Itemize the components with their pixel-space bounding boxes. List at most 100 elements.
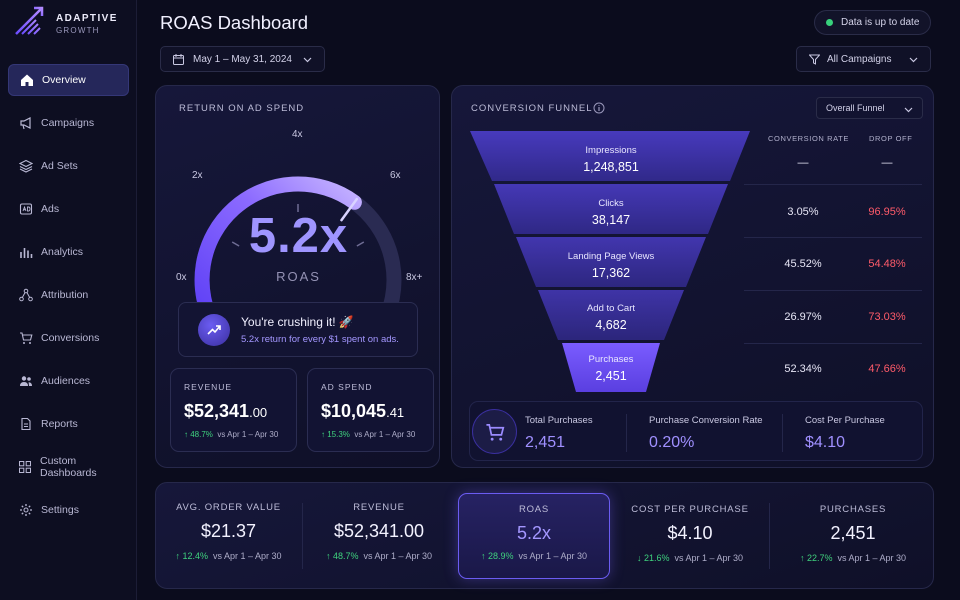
sidebar-item-ad-sets[interactable]: Ad Sets <box>8 150 129 182</box>
roas-gauge <box>194 176 402 336</box>
arrow-up-icon: ↑ <box>325 551 333 561</box>
funnel-stage-name: Add to Cart <box>586 303 636 314</box>
roas-label: ROAS <box>276 269 321 284</box>
sidebar-item-analytics[interactable]: Analytics <box>8 236 129 268</box>
funnel-stage-name: Purchases <box>588 354 634 365</box>
kpi-cost-per-purchase[interactable]: COST PER PURCHASE $4.10 ↓ 21.6% vs Apr 1… <box>614 483 766 590</box>
conversion-rate-cell: 52.34% <box>784 363 822 375</box>
megaphone-icon <box>18 116 33 131</box>
sidebar-item-ads[interactable]: Ads <box>8 193 129 225</box>
sidebar-item-attribution[interactable]: Attribution <box>8 279 129 311</box>
trend-up-icon <box>198 314 230 346</box>
sidebar-item-campaigns[interactable]: Campaigns <box>8 107 129 139</box>
date-range-value: May 1 – May 31, 2024 <box>193 53 292 65</box>
chevron-down-icon <box>904 107 913 113</box>
campaign-filter-select[interactable]: All Campaigns <box>796 46 931 72</box>
conversion-rate-cell: 3.05% <box>787 206 819 218</box>
sidebar-item-label: Reports <box>41 418 78 430</box>
gear-icon <box>18 503 33 518</box>
funnel-stage-name: Impressions <box>585 145 637 156</box>
chevron-down-icon <box>303 57 312 63</box>
funnel-summary: Total Purchases 2,451 Purchase Conversio… <box>469 401 923 461</box>
funnel-stage-name: Clicks <box>598 198 624 209</box>
funnel-stage-clicks[interactable] <box>494 184 728 234</box>
sidebar-nav: Overview Campaigns Ad Sets Ads Analytics… <box>8 64 129 537</box>
layers-icon <box>18 159 33 174</box>
kpi-divider <box>769 503 770 569</box>
sidebar-item-audiences[interactable]: Audiences <box>8 365 129 397</box>
drop-off-cell: — <box>881 157 893 169</box>
drop-off-cell: 96.95% <box>868 206 906 218</box>
gauge-tick-mark <box>231 241 240 247</box>
roas-card-title: RETURN ON AD SPEND <box>179 103 305 114</box>
kpi-roas[interactable]: ROAS 5.2x ↑ 28.9% vs Apr 1 – Apr 30 <box>458 493 610 579</box>
kpi-revenue[interactable]: REVENUE $52,341.00 ↑ 48.7% vs Apr 1 – Ap… <box>304 483 454 590</box>
sidebar-item-settings[interactable]: Settings <box>8 494 129 526</box>
row-divider <box>744 184 922 185</box>
sidebar-item-label: Audiences <box>41 375 91 387</box>
roas-message: You're crushing it! 🚀 5.2x return for ev… <box>178 302 418 357</box>
drop-off-cell: 54.48% <box>868 258 906 270</box>
network-icon <box>18 288 33 303</box>
funnel-stage-impressions[interactable] <box>470 131 750 181</box>
total-purchases-value: 2,451 <box>525 434 566 451</box>
revenue-delta: ↑ 48.7% vs Apr 1 – Apr 30 <box>184 430 279 439</box>
row-divider <box>744 343 922 344</box>
logo-icon <box>15 6 44 35</box>
filter-icon <box>809 54 820 65</box>
kpi-purchases[interactable]: PURCHASES 2,451 ↑ 22.7% vs Apr 1 – Apr 3… <box>771 483 935 590</box>
funnel-stage-landing-page-views[interactable] <box>516 237 706 287</box>
funnel-stage-value: 4,682 <box>595 318 627 332</box>
gauge-tick-mark <box>356 241 365 247</box>
info-icon[interactable] <box>593 102 605 114</box>
gauge-tick-4x: 4x <box>292 129 303 140</box>
ad-spend-value: $10,045.41 <box>321 401 405 421</box>
ad-spend-label: AD SPEND <box>321 382 373 392</box>
kpi-divider <box>302 503 303 569</box>
ad-spend-mini-card: AD SPEND $10,045.41 ↑ 15.3% vs Apr 1 – A… <box>307 368 434 452</box>
sidebar-item-reports[interactable]: Reports <box>8 408 129 440</box>
purchase-conversion-rate-label: Purchase Conversion Rate <box>649 415 763 426</box>
kpi-strip: AVG. ORDER VALUE $21.37 ↑ 12.4% vs Apr 1… <box>155 482 934 589</box>
funnel-type-select[interactable]: Overall Funnel <box>816 97 923 119</box>
arrow-up-icon: ↑ <box>480 551 488 561</box>
funnel-stage-value: 38,147 <box>591 213 631 227</box>
row-divider <box>744 290 922 291</box>
summary-divider <box>626 414 627 452</box>
arrow-up-icon: ↑ <box>184 430 191 439</box>
funnel-stage-name: Landing Page Views <box>567 251 655 262</box>
kpi-value: $52,341.00 <box>333 521 425 541</box>
gauge-needle <box>340 197 359 222</box>
brand-subtitle: GROWTH <box>56 26 100 35</box>
users-icon <box>18 374 33 389</box>
ad-spend-delta: ↑ 15.3% vs Apr 1 – Apr 30 <box>321 430 416 439</box>
funnel-stage-add-to-cart[interactable] <box>538 290 684 340</box>
date-range-picker[interactable]: May 1 – May 31, 2024 <box>160 46 325 72</box>
brand-name: ADAPTIVE <box>56 13 118 24</box>
funnel-select-value: Overall Funnel <box>826 103 885 113</box>
funnel-stage-purchases[interactable] <box>562 343 660 392</box>
conversion-rate-cell: — <box>797 157 809 169</box>
roas-card: RETURN ON AD SPEND 0x 2x 4x 6x 8x+ 5.2x … <box>155 85 440 468</box>
sidebar-item-custom-dashboards[interactable]: Custom Dashboards <box>8 451 129 483</box>
kpi-value: $4.10 <box>667 523 713 543</box>
cart-icon <box>472 409 517 454</box>
brand-logo[interactable]: ADAPTIVE GROWTH <box>14 4 134 38</box>
sidebar-item-label: Analytics <box>41 246 84 258</box>
kpi-label: REVENUE <box>353 502 405 513</box>
funnel-chart <box>470 131 750 392</box>
funnel-title: CONVERSION FUNNEL <box>471 103 593 114</box>
sidebar-item-overview[interactable]: Overview <box>8 64 129 96</box>
kpi-delta: ↓ 21.6% vs Apr 1 – Apr 30 <box>636 553 744 563</box>
arrow-up-icon: ↑ <box>799 553 807 563</box>
drop-off-cell: 73.03% <box>868 311 906 323</box>
document-icon <box>18 417 33 432</box>
kpi-delta: ↑ 48.7% vs Apr 1 – Apr 30 <box>325 551 433 561</box>
kpi-avg-order-value[interactable]: AVG. ORDER VALUE $21.37 ↑ 12.4% vs Apr 1… <box>156 483 301 590</box>
sidebar-item-conversions[interactable]: Conversions <box>8 322 129 354</box>
kpi-delta: ↑ 22.7% vs Apr 1 – Apr 30 <box>799 553 907 563</box>
sidebar-item-label: Conversions <box>41 332 100 344</box>
page-title: ROAS Dashboard <box>160 12 309 33</box>
kpi-value: 2,451 <box>830 523 876 543</box>
kpi-delta: ↑ 12.4% vs Apr 1 – Apr 30 <box>175 551 282 561</box>
